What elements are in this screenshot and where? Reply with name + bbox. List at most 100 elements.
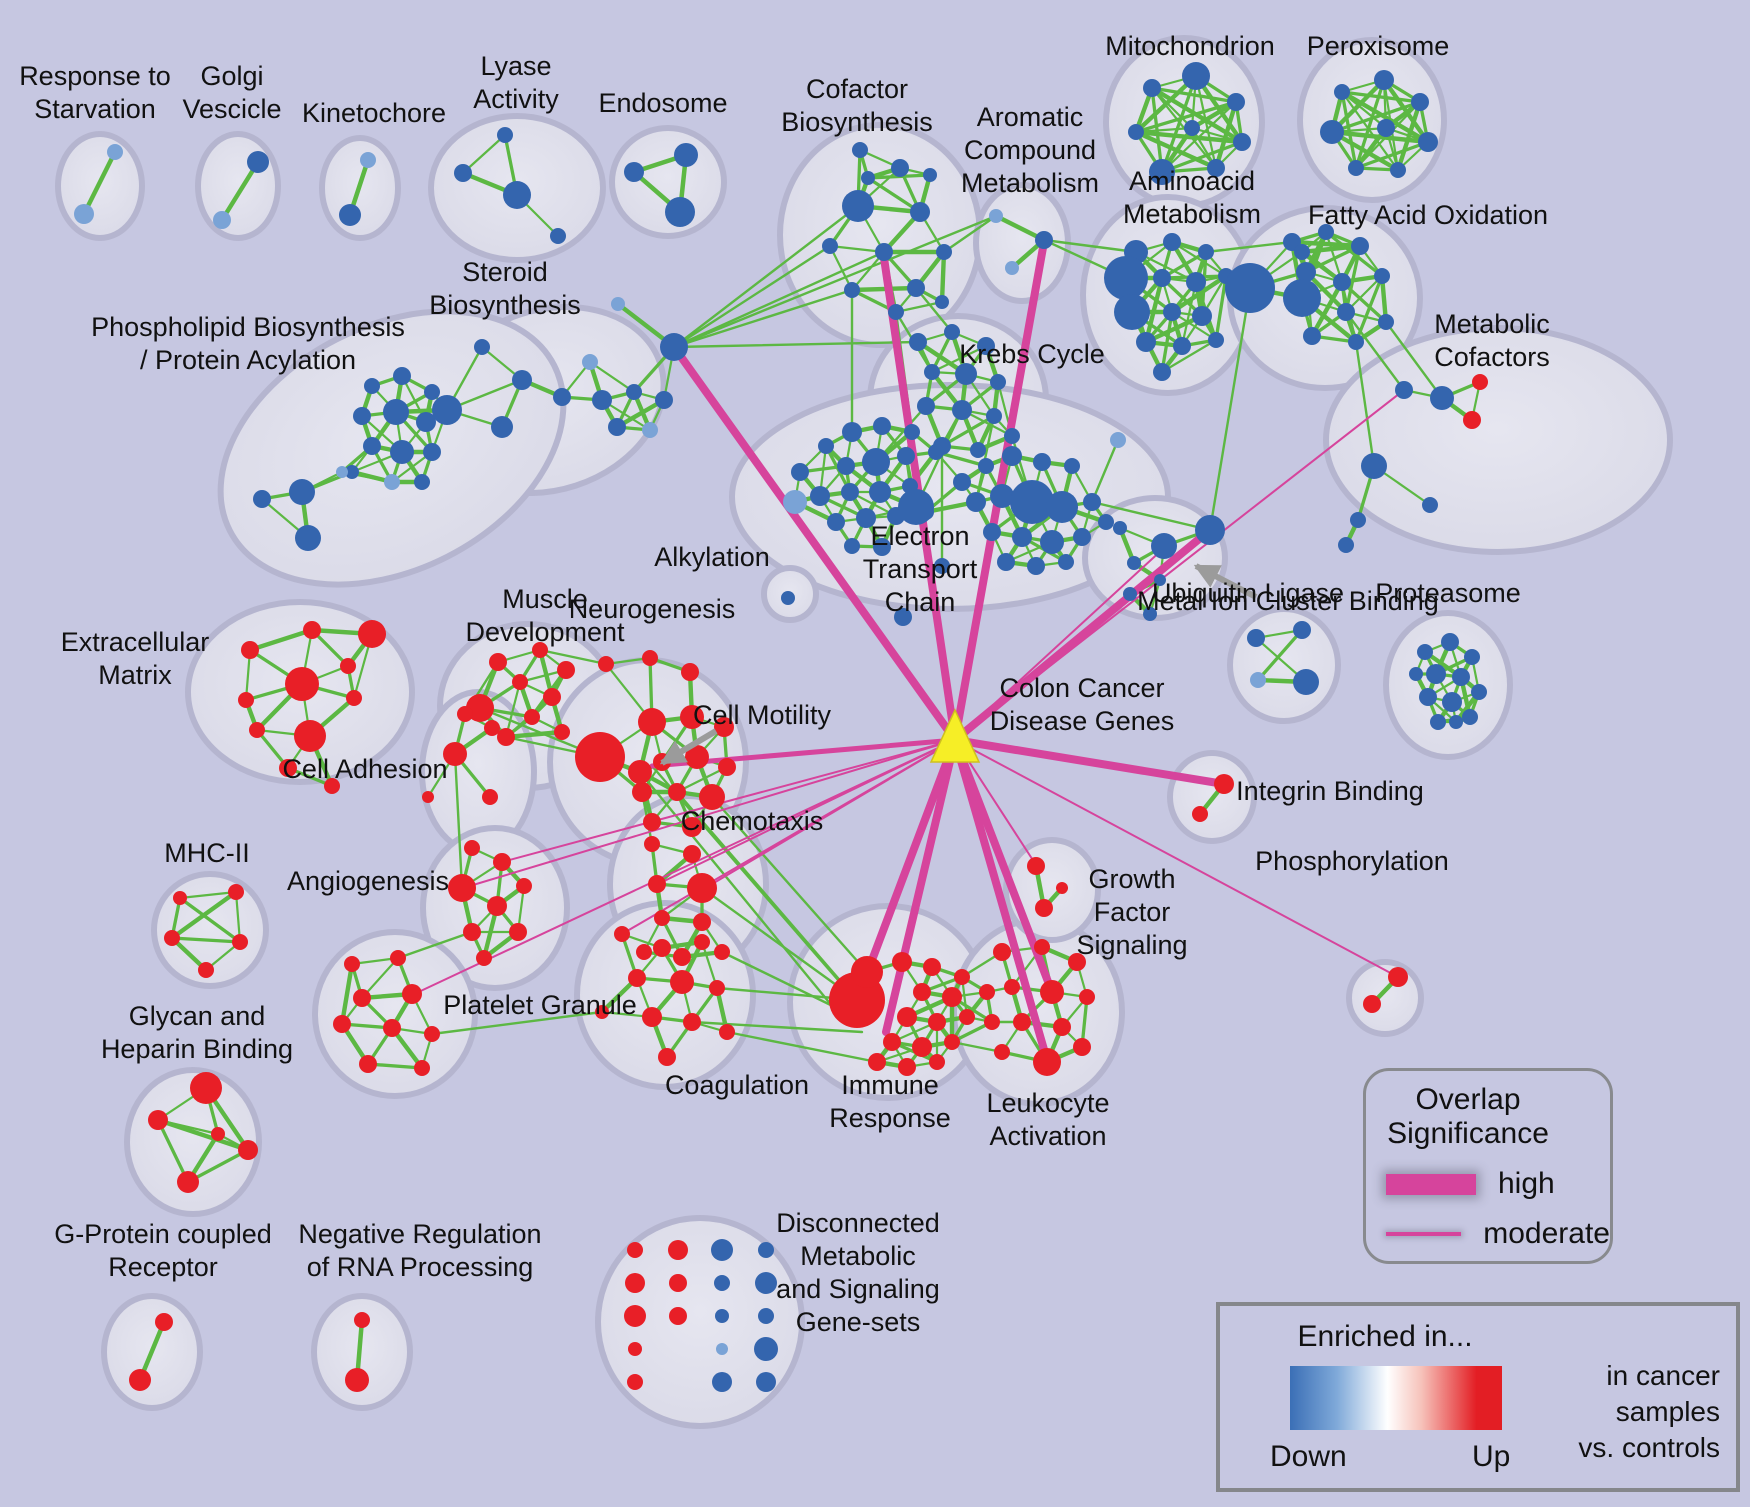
gene-set-node[interactable] <box>383 399 409 425</box>
gene-set-node[interactable] <box>680 705 704 729</box>
gene-set-node[interactable] <box>681 663 699 681</box>
gene-set-node[interactable] <box>986 408 1002 424</box>
gene-set-node[interactable] <box>668 783 686 801</box>
gene-set-node[interactable] <box>497 127 513 143</box>
gene-set-node[interactable] <box>553 388 571 406</box>
gene-set-node[interactable] <box>503 181 531 209</box>
gene-set-node[interactable] <box>1233 133 1251 151</box>
gene-set-node[interactable] <box>198 962 214 978</box>
gene-set-node[interactable] <box>228 884 244 900</box>
gene-set-node[interactable] <box>642 650 658 666</box>
gene-set-node[interactable] <box>1338 537 1354 553</box>
gene-set-node[interactable] <box>424 1026 440 1042</box>
gene-set-node[interactable] <box>862 448 890 476</box>
gene-set-node[interactable] <box>632 782 652 802</box>
gene-set-node[interactable] <box>1002 446 1022 466</box>
gene-set-node[interactable] <box>699 784 725 810</box>
gene-set-node[interactable] <box>990 484 1014 508</box>
gene-set-node[interactable] <box>781 591 795 605</box>
gene-set-node[interactable] <box>346 690 362 706</box>
gene-set-node[interactable] <box>345 465 359 479</box>
gene-set-node[interactable] <box>173 891 187 905</box>
gene-set-node[interactable] <box>1390 162 1406 178</box>
gene-set-node[interactable] <box>454 164 472 182</box>
gene-set-node[interactable] <box>955 363 977 385</box>
gene-set-node[interactable] <box>841 483 859 501</box>
gene-set-node[interactable] <box>1035 231 1053 249</box>
gene-set-node[interactable] <box>716 1343 728 1355</box>
gene-set-node[interactable] <box>683 845 701 863</box>
gene-set-node[interactable] <box>1208 332 1224 348</box>
gene-set-node[interactable] <box>414 474 430 490</box>
gene-set-node[interactable] <box>575 732 625 782</box>
gene-set-node[interactable] <box>1472 374 1488 390</box>
gene-set-node[interactable] <box>827 513 845 531</box>
gene-set-node[interactable] <box>944 324 960 340</box>
gene-set-node[interactable] <box>1113 521 1127 535</box>
gene-set-node[interactable] <box>644 836 660 852</box>
gene-set-node[interactable] <box>1053 1018 1071 1036</box>
gene-set-node[interactable] <box>917 397 935 415</box>
gene-set-node[interactable] <box>464 840 480 856</box>
gene-set-node[interactable] <box>1333 273 1351 291</box>
gene-set-node[interactable] <box>1463 411 1481 429</box>
gene-set-node[interactable] <box>711 1239 733 1261</box>
gene-set-node[interactable] <box>1462 709 1478 725</box>
gene-set-node[interactable] <box>353 407 371 425</box>
gene-set-node[interactable] <box>822 238 838 254</box>
gene-set-node[interactable] <box>818 438 834 454</box>
gene-set-node[interactable] <box>673 948 691 966</box>
gene-set-node[interactable] <box>928 444 944 460</box>
gene-set-node[interactable] <box>1441 633 1459 651</box>
gene-set-node[interactable] <box>1409 667 1423 681</box>
disease-genes-hub[interactable] <box>929 708 981 763</box>
gene-set-node[interactable] <box>1464 649 1480 665</box>
gene-set-node[interactable] <box>758 1308 774 1324</box>
gene-set-node[interactable] <box>856 508 876 528</box>
gene-set-node[interactable] <box>714 1275 730 1291</box>
gene-set-node[interactable] <box>1143 79 1161 97</box>
gene-set-node[interactable] <box>928 1013 946 1031</box>
gene-set-node[interactable] <box>1040 530 1064 554</box>
gene-set-node[interactable] <box>636 944 652 960</box>
gene-set-node[interactable] <box>924 364 940 380</box>
gene-set-node[interactable] <box>714 944 730 960</box>
gene-set-node[interactable] <box>715 1309 729 1323</box>
gene-set-node[interactable] <box>512 370 532 390</box>
gene-set-node[interactable] <box>543 688 561 706</box>
gene-set-node[interactable] <box>1449 715 1463 729</box>
gene-set-node[interactable] <box>990 374 1006 390</box>
gene-set-node[interactable] <box>944 1034 960 1050</box>
gene-set-node[interactable] <box>1225 263 1275 313</box>
gene-set-node[interactable] <box>685 745 709 769</box>
gene-set-node[interactable] <box>295 525 321 551</box>
gene-set-node[interactable] <box>936 244 952 260</box>
gene-set-node[interactable] <box>1153 269 1171 287</box>
gene-set-node[interactable] <box>598 656 614 672</box>
gene-set-node[interactable] <box>238 692 254 708</box>
gene-set-node[interactable] <box>340 658 356 674</box>
gene-set-node[interactable] <box>837 457 855 475</box>
gene-set-node[interactable] <box>643 813 661 831</box>
gene-set-node[interactable] <box>1207 159 1225 177</box>
gene-set-node[interactable] <box>628 760 652 784</box>
gene-set-node[interactable] <box>1034 939 1050 955</box>
gene-set-node[interactable] <box>709 980 725 996</box>
gene-set-node[interactable] <box>755 1272 777 1294</box>
gene-set-node[interactable] <box>1334 84 1350 100</box>
gene-set-node[interactable] <box>934 558 950 574</box>
gene-set-node[interactable] <box>624 162 644 182</box>
gene-set-node[interactable] <box>1296 262 1316 282</box>
gene-set-node[interactable] <box>1149 159 1175 185</box>
gene-set-node[interactable] <box>1013 1013 1031 1031</box>
gene-set-node[interactable] <box>897 447 915 465</box>
gene-set-node[interactable] <box>550 228 566 244</box>
gene-set-node[interactable] <box>611 297 625 311</box>
gene-set-node[interactable] <box>1337 303 1355 321</box>
gene-set-node[interactable] <box>339 204 361 226</box>
gene-set-node[interactable] <box>888 304 904 320</box>
gene-set-node[interactable] <box>1163 233 1181 251</box>
gene-set-node[interactable] <box>582 354 598 370</box>
gene-set-node[interactable] <box>353 989 371 1007</box>
gene-set-node[interactable] <box>674 143 698 167</box>
